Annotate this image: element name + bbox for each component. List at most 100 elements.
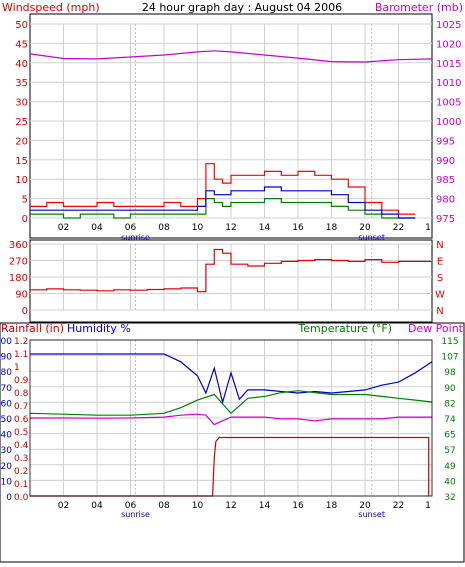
compass-tick-label: W	[435, 290, 445, 301]
temperature-line	[29, 390, 433, 416]
barometer-tick-label: 975	[436, 214, 455, 225]
windspeed-tick-label: 20	[15, 136, 28, 147]
x-tick-label: 20	[359, 223, 371, 233]
rainfall-tick-label: 0.3	[14, 454, 28, 464]
x-tick-label: 20	[359, 501, 371, 511]
humidity-tick-label: 20	[1, 462, 13, 472]
x-tick-label: 22	[393, 501, 404, 511]
barometer-tick-label: 990	[436, 156, 455, 167]
rainfall-tick-label: 0.1	[14, 480, 28, 490]
x-tick-label: 22	[393, 223, 404, 233]
temperature-tick-label: 32	[444, 493, 455, 503]
rainfall-tick-label: 0.8	[14, 389, 29, 399]
windspeed-axis-title: Windspeed (mph)	[2, 1, 100, 14]
windspeed-tick-label: 5	[22, 195, 28, 206]
temperature-tick-label: 82	[444, 399, 455, 409]
barometer-tick-label: 1020	[436, 39, 461, 50]
direction-tick-label: 360	[9, 240, 28, 251]
rainfall-tick-label: 0.7	[14, 402, 28, 412]
x-tick-label: 08	[158, 501, 170, 511]
temperature-tick-label: 74	[444, 415, 456, 425]
humidity-tick-label: 40	[1, 431, 13, 441]
barometer-tick-label: 1000	[436, 117, 461, 128]
wind-direction-line	[30, 248, 432, 293]
humidity-tick-label: 30	[1, 446, 13, 456]
barometer-tick-label: 980	[436, 195, 455, 206]
direction-tick-label: 0	[22, 306, 28, 317]
windspeed-tick-label: 35	[15, 78, 28, 89]
x-tick-label: 02	[58, 223, 69, 233]
windspeed-tick-label: 0	[22, 214, 28, 225]
dew-point-line	[30, 413, 432, 426]
windspeed-tick-label: 45	[15, 39, 28, 50]
windspeed-tick-label: 15	[15, 156, 28, 167]
x-tick-label: 1	[425, 501, 431, 511]
barometer-line	[29, 50, 433, 63]
x-tick-label: 04	[91, 501, 103, 511]
humidity-line	[30, 353, 433, 405]
humidity-tick-label: 70	[1, 384, 13, 394]
temperature-tick-label: 98	[444, 368, 456, 378]
humidity-tick-label: 80	[1, 368, 13, 378]
panel-frame-environment	[0, 322, 465, 563]
rainfall-tick-label: 0.9	[14, 376, 29, 386]
windspeed-tick-label: 25	[15, 117, 28, 128]
barometer-tick-label: 985	[436, 175, 455, 186]
temperature-axis-title: Temperature (°F)	[297, 322, 392, 335]
x-tick-label: 12	[225, 501, 236, 511]
temperature-tick-label: 57	[444, 446, 455, 456]
temperature-tick-label: 65	[444, 431, 455, 441]
temperature-tick-label: 90	[444, 384, 456, 394]
humidity-axis-title: Humidity %	[67, 322, 131, 335]
compass-tick-label: E	[437, 257, 443, 268]
barometer-tick-label: 995	[436, 136, 455, 147]
rainfall-tick-label: 0.4	[14, 441, 29, 451]
humidity-tick-label: 10	[1, 477, 13, 487]
rainfall-axis-title: Rainfall (in)	[1, 322, 64, 335]
panel-frame-direction	[29, 239, 433, 323]
temperature-tick-label: 107	[441, 353, 458, 363]
x-tick-label: 02	[58, 501, 69, 511]
rainfall-tick-label: 0.5	[14, 428, 28, 438]
x-tick-label: 10	[192, 223, 204, 233]
temperature-tick-label: 115	[441, 337, 458, 347]
windspeed-tick-label: 10	[15, 175, 28, 186]
x-tick-label: 04	[91, 223, 103, 233]
windspeed-tick-label: 30	[15, 98, 28, 109]
sunrise-label: sunrise	[121, 233, 150, 242]
humidity-tick-label: 100	[0, 337, 12, 347]
temperature-tick-label: 49	[444, 462, 456, 472]
humidity-tick-label: 60	[1, 399, 13, 409]
wind-low-line	[30, 198, 416, 219]
wind-gust-line	[30, 163, 416, 215]
direction-tick-label: 180	[9, 273, 28, 284]
x-tick-label: 08	[158, 223, 170, 233]
x-tick-label: 1	[425, 223, 431, 233]
rainfall-tick-label: 1	[14, 363, 20, 373]
rainfall-tick-label: 1.1	[14, 350, 28, 360]
direction-tick-label: 270	[9, 257, 28, 268]
humidity-tick-label: 0	[6, 493, 12, 503]
x-tick-label: 16	[292, 501, 304, 511]
x-tick-label: 14	[259, 223, 271, 233]
panel-frame-wind	[29, 13, 433, 239]
barometer-tick-label: 1025	[436, 20, 461, 31]
barometer-axis-title: Barometer (mb)	[375, 1, 463, 14]
barometer-tick-label: 1005	[436, 98, 461, 109]
wind-speed-line	[30, 186, 416, 219]
humidity-tick-label: 50	[1, 415, 13, 425]
barometer-tick-label: 1010	[436, 78, 461, 89]
compass-tick-label: N	[436, 240, 443, 251]
windspeed-tick-label: 40	[15, 59, 28, 70]
rainfall-tick-label: 0.6	[14, 415, 29, 425]
x-tick-label: 14	[259, 501, 271, 511]
humidity-tick-label: 90	[1, 353, 13, 363]
x-tick-label: 12	[225, 223, 236, 233]
compass-tick-label: S	[437, 273, 443, 284]
x-tick-label: 10	[192, 501, 204, 511]
sunset-label: sunset	[358, 233, 385, 242]
dew-point-axis-title: Dew Point	[408, 322, 464, 335]
x-tick-label: 16	[292, 223, 304, 233]
barometer-tick-label: 1015	[436, 59, 461, 70]
rainfall-tick-label: 1.2	[14, 337, 28, 347]
